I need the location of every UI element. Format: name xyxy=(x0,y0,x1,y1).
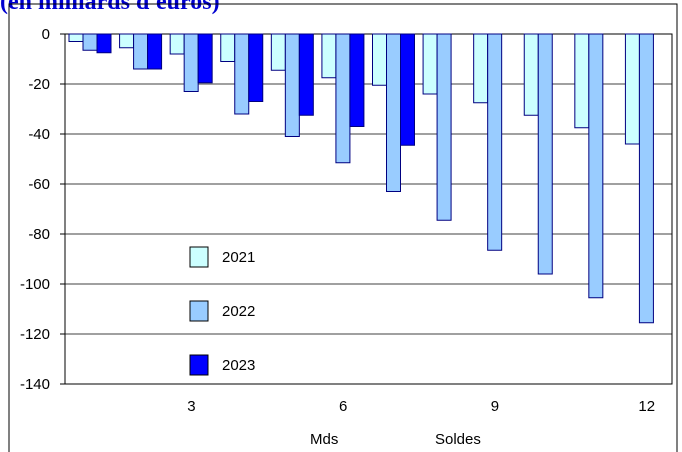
bar-2022-2 xyxy=(133,33,149,70)
chart-border xyxy=(8,3,678,452)
bar-2021-2 xyxy=(119,33,135,49)
bar-2023-6 xyxy=(349,33,365,127)
bar-2021-8 xyxy=(422,33,438,95)
y-tick-label: -20 xyxy=(28,76,50,93)
bar-2021-5 xyxy=(270,33,286,71)
bar-2023-1 xyxy=(96,33,112,54)
bar-2021-4 xyxy=(220,33,236,62)
bar-2021-12 xyxy=(624,33,640,145)
bars xyxy=(68,33,654,324)
y-axis-ticks: 0 -20 -40 -60 -80 -100 -120 -140 xyxy=(20,26,65,393)
bar-2022-5 xyxy=(284,33,300,137)
bar-2023-3 xyxy=(197,33,213,84)
gridlines xyxy=(65,33,672,385)
bar-2023-2 xyxy=(147,33,163,70)
annotation-soldes: Soldes xyxy=(435,431,481,448)
y-tick-label: -80 xyxy=(28,226,50,243)
bar-2023-7 xyxy=(400,33,415,146)
bar-2021-10 xyxy=(523,33,539,116)
bar-2021-9 xyxy=(473,33,489,104)
bar-2022-4 xyxy=(234,33,250,115)
y-tick-label: -100 xyxy=(20,276,50,293)
y-tick-label: -140 xyxy=(20,376,50,393)
legend-swatch-2022 xyxy=(189,300,209,322)
bar-2022-3 xyxy=(183,33,199,92)
legend-label-2023: 2023 xyxy=(222,357,255,374)
legend: 2021 2022 2023 xyxy=(189,246,255,376)
x-axis-ticks: 3 6 9 12 xyxy=(187,398,655,415)
x-tick-label: 3 xyxy=(187,398,195,415)
x-tick-label: 6 xyxy=(339,398,347,415)
bar-2021-6 xyxy=(321,33,337,79)
bar-2022-11 xyxy=(588,33,604,299)
bar-2022-1 xyxy=(82,33,98,51)
legend-swatch-2023 xyxy=(189,354,209,376)
bar-2021-1 xyxy=(68,33,84,42)
y-tick-label: -40 xyxy=(28,126,50,143)
bar-2022-7 xyxy=(386,33,401,192)
bar-2023-5 xyxy=(298,33,314,116)
bar-2021-7 xyxy=(372,33,387,86)
legend-label-2021: 2021 xyxy=(222,249,255,266)
y-tick-label: -120 xyxy=(20,326,50,343)
y-tick-label: -60 xyxy=(28,176,50,193)
x-tick-label: 12 xyxy=(638,398,655,415)
annotation-mds: Mds xyxy=(310,431,338,448)
bar-2021-3 xyxy=(169,33,185,55)
bar-2022-6 xyxy=(335,33,351,164)
legend-swatch-2021 xyxy=(189,246,209,268)
bar-2021-11 xyxy=(574,33,590,129)
x-tick-label: 9 xyxy=(491,398,499,415)
bar-2023-4 xyxy=(248,33,264,102)
bar-2022-10 xyxy=(537,33,553,275)
legend-label-2022: 2022 xyxy=(222,303,255,320)
bar-2022-9 xyxy=(487,33,503,251)
bar-2022-8 xyxy=(436,33,452,221)
bar-2022-12 xyxy=(638,33,654,324)
y-tick-label: 0 xyxy=(42,26,50,43)
